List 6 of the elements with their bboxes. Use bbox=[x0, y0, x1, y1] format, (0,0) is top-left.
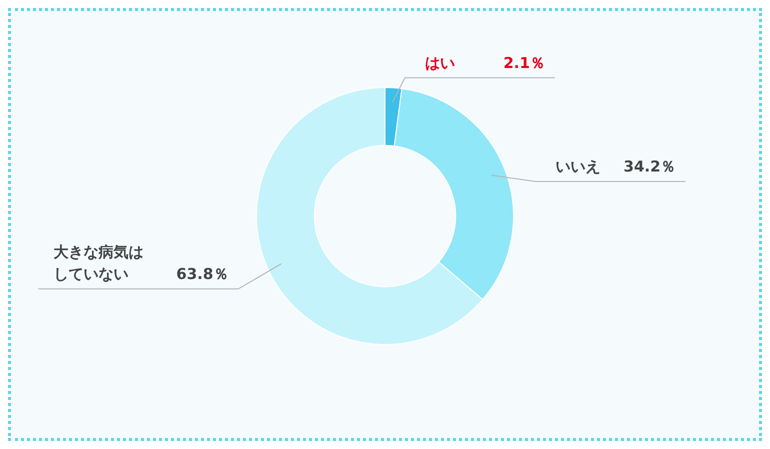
data-label: 2.1％ bbox=[503, 54, 545, 72]
data-label: 63.8％ bbox=[176, 264, 228, 283]
slice-label: はい bbox=[424, 54, 455, 72]
slice-label: 大きな病気はしていない bbox=[53, 242, 144, 283]
slice-label: いいえ bbox=[556, 157, 601, 176]
data-label: 34.2％ bbox=[624, 157, 676, 176]
